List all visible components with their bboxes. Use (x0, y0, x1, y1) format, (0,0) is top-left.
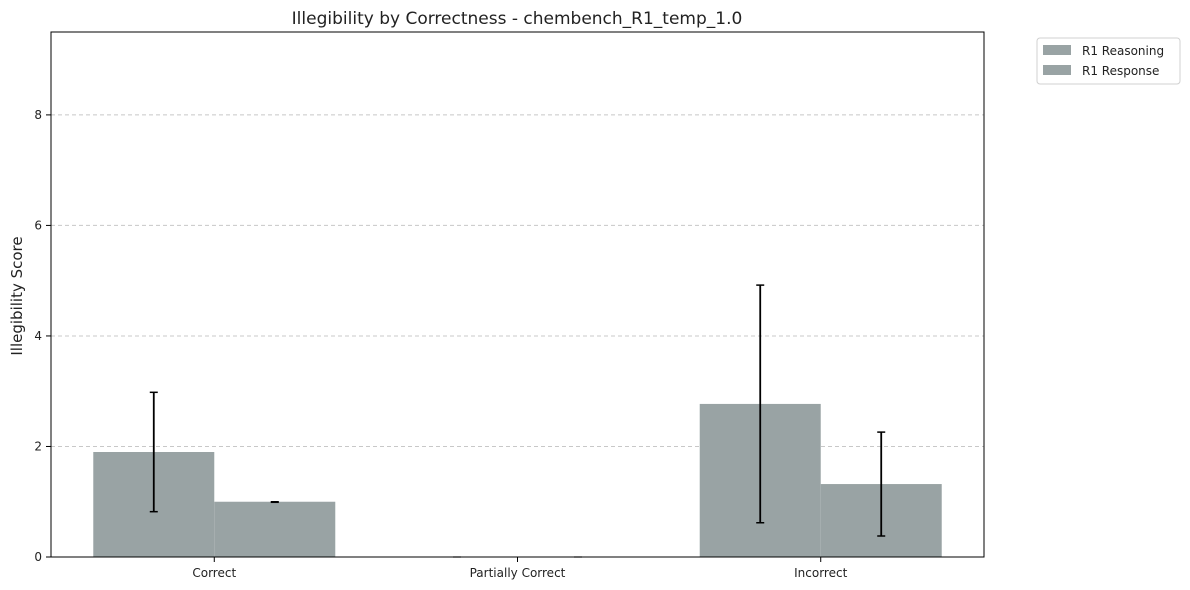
legend-swatch (1043, 65, 1071, 75)
legend-box (1036, 37, 1181, 85)
legend-label: R1 Reasoning (1082, 44, 1164, 58)
y-tick-label: 8 (34, 108, 42, 122)
x-tick-label: Partially Correct (470, 566, 566, 580)
chart-title: Illegibility by Correctness - chembench_… (292, 9, 743, 29)
grid-lines (51, 114, 984, 447)
x-tick-label: Correct (192, 566, 236, 580)
legend: R1 Reasoning R1 Response (1036, 37, 1181, 85)
y-tick-label: 6 (34, 218, 42, 232)
y-tick-label: 2 (34, 439, 42, 453)
y-axis-label: Illegibility Score (8, 236, 26, 355)
bars (93, 403, 942, 557)
y-ticks: 0 2 4 6 8 (34, 108, 51, 564)
legend-swatch (1043, 45, 1071, 55)
x-ticks: Correct Partially Correct Incorrect (192, 557, 848, 580)
error-bars (149, 284, 886, 558)
legend-label: R1 Response (1082, 64, 1159, 78)
y-tick-label: 0 (34, 550, 42, 564)
x-tick-label: Incorrect (794, 566, 847, 580)
bar (214, 501, 336, 557)
y-tick-label: 4 (34, 329, 42, 343)
